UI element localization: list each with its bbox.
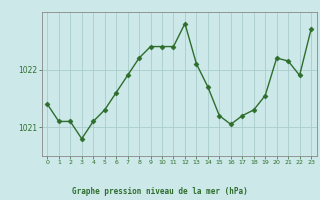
- Text: Graphe pression niveau de la mer (hPa): Graphe pression niveau de la mer (hPa): [72, 187, 248, 196]
